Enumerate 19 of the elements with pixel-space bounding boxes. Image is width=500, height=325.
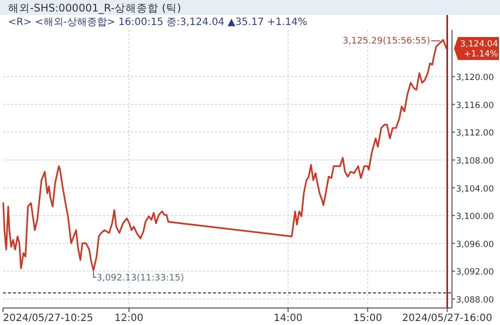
y-tick-label: 3,120.00 xyxy=(456,73,494,84)
x-tick-label: 15:00 xyxy=(353,313,382,324)
x-tick-label: 2024/05/27-16:00 xyxy=(402,313,492,324)
x-tick-label: 12:00 xyxy=(114,313,144,324)
chart-subtitle: <R> <해외-상해종합> 16:00:15 종:3,124.04 ▲35.17 +1.14% xyxy=(8,17,308,28)
x-tick-label: 14:00 xyxy=(274,313,303,324)
y-tick-label: 3,108.00 xyxy=(456,156,494,166)
y-tick-label: 3,116.00 xyxy=(456,100,494,111)
annotation: 3,092.13(11:33:15) xyxy=(96,273,184,284)
y-tick-label: 3,112.00 xyxy=(456,128,494,139)
chart-title: 해외-SHS:000001_R-상해종합 (틱) xyxy=(8,2,182,14)
y-tick-label: 3,100.00 xyxy=(456,212,494,222)
y-tick-label: 3,096.00 xyxy=(456,240,494,250)
annotation: 3,124.04 +1.14% xyxy=(460,39,498,60)
y-tick-label: 3,088.00 xyxy=(456,295,494,306)
y-tick-label: 3,092.00 xyxy=(456,268,494,278)
x-tick-label: 2024/05/27-10:25 xyxy=(3,313,94,324)
y-tick-label: 3,104.00 xyxy=(456,184,494,194)
annotation: 3,125.29(15:56:55) xyxy=(342,36,430,46)
